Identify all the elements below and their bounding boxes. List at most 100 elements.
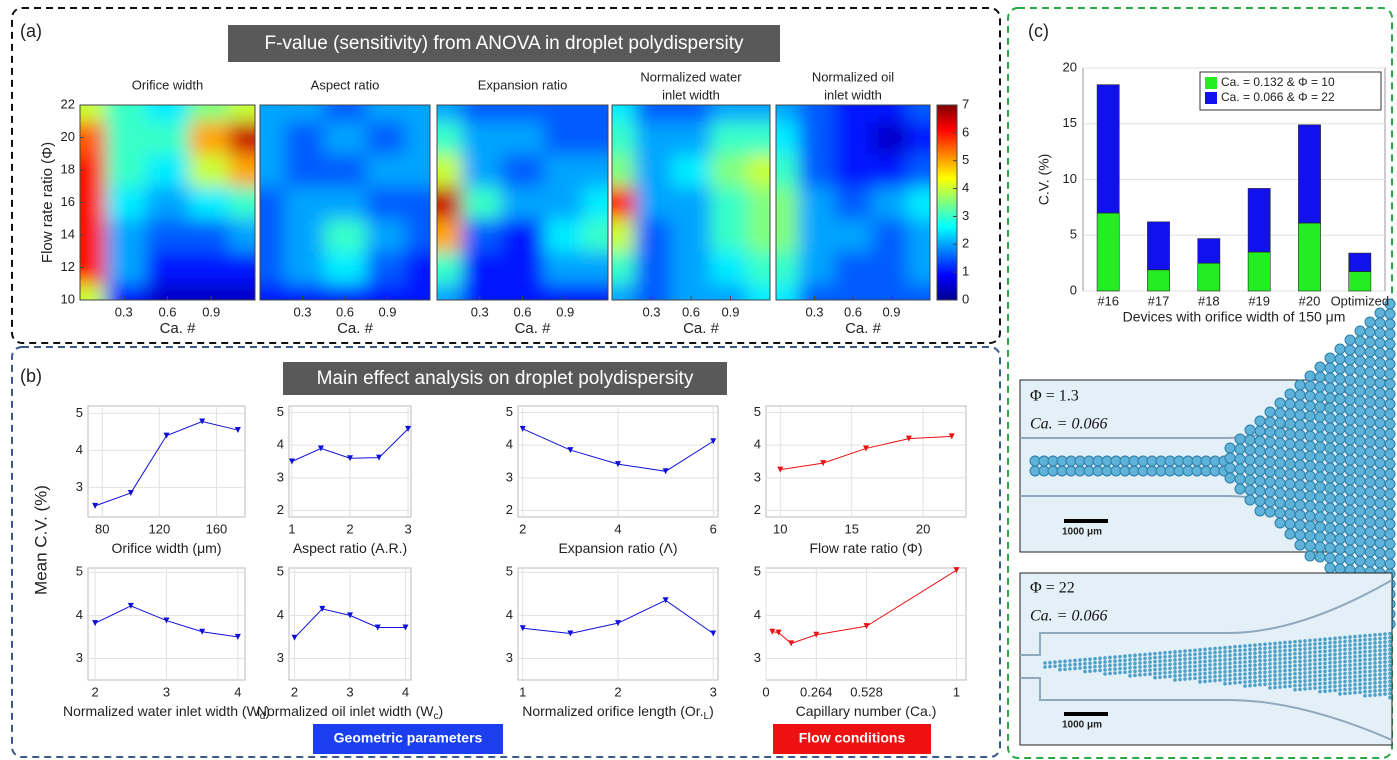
x-tick-label: 0.9 bbox=[378, 304, 396, 319]
heatmap-cell bbox=[366, 105, 406, 122]
bar bbox=[1147, 221, 1170, 271]
heatmap-cell bbox=[543, 218, 584, 252]
marker bbox=[317, 445, 324, 452]
button[interactable] bbox=[773, 724, 931, 754]
heatmap-cell bbox=[776, 251, 799, 285]
y-tick-label: 20 bbox=[1063, 59, 1077, 74]
button-label[interactable]: Flow conditions bbox=[799, 730, 906, 746]
colorbar-tick-label: 5 bbox=[962, 152, 969, 167]
x-tick-label: #16 bbox=[1097, 293, 1119, 308]
x-axis-label: Normalized water inlet width (Wd) bbox=[63, 703, 270, 722]
heatmap-cell bbox=[501, 153, 545, 187]
marker bbox=[905, 435, 912, 442]
bar bbox=[1298, 124, 1321, 224]
heatmap-cell bbox=[189, 186, 230, 220]
marker bbox=[199, 628, 206, 635]
heatmap-cell bbox=[189, 105, 230, 122]
heatmap-cell bbox=[635, 153, 672, 187]
panel-a-frame bbox=[11, 7, 1001, 344]
plot-title: inlet width bbox=[824, 87, 882, 102]
heatmap-cell bbox=[260, 105, 286, 122]
ca-label: Ca. = 0.066 bbox=[1030, 416, 1107, 433]
bar bbox=[1197, 262, 1221, 292]
y-tick-label: 3 bbox=[754, 650, 761, 665]
legend-swatch bbox=[1205, 77, 1217, 89]
x-tick-label: 0.264 bbox=[800, 684, 833, 699]
heatmap-cell bbox=[461, 186, 502, 220]
heatmap-cell bbox=[833, 121, 873, 155]
heatmap-cell bbox=[583, 251, 608, 285]
heatmap-cell bbox=[229, 251, 255, 285]
x-tick-label: #19 bbox=[1248, 293, 1270, 308]
plot-frame bbox=[765, 405, 967, 518]
bar bbox=[1348, 271, 1372, 292]
heatmap-cell bbox=[710, 121, 748, 155]
heatmap-cell bbox=[405, 218, 430, 252]
y-tick-label: 5 bbox=[506, 564, 513, 579]
heatmap-cell bbox=[405, 251, 430, 285]
x-tick-label: 0.6 bbox=[158, 304, 176, 319]
heatmap-cell bbox=[260, 283, 286, 300]
x-axis-label-part: Capillary number (Ca.) bbox=[796, 703, 937, 719]
button-label[interactable]: Geometric parameters bbox=[334, 730, 483, 746]
heatmap-cell bbox=[710, 186, 748, 220]
marker bbox=[519, 425, 526, 432]
x-tick-label: 0 bbox=[762, 684, 769, 699]
colorbar-tick-label: 7 bbox=[962, 96, 969, 111]
heatmap-cell bbox=[671, 251, 712, 285]
heatmap-cell bbox=[798, 218, 835, 252]
heatmap-cell bbox=[260, 153, 286, 187]
x-axis-label: Ca. # bbox=[337, 320, 374, 337]
heatmap-cell bbox=[323, 283, 367, 300]
x-tick-label: 0.6 bbox=[513, 304, 531, 319]
heatmap-cell bbox=[284, 283, 325, 300]
heatmap-cell bbox=[229, 105, 255, 122]
heatmap-cell bbox=[798, 186, 835, 220]
heatmap-cell bbox=[461, 218, 502, 252]
heatmap-cell bbox=[583, 218, 608, 252]
marker bbox=[402, 624, 409, 631]
heatmap-cell bbox=[746, 283, 770, 300]
marker bbox=[775, 629, 782, 636]
phi-label: Φ = 22 bbox=[1030, 580, 1075, 597]
heatmap-cell bbox=[189, 283, 230, 300]
y-tick-label: 3 bbox=[277, 650, 284, 665]
x-axis-label: Flow rate ratio (Φ) bbox=[809, 540, 922, 556]
heatmap-cell bbox=[229, 218, 255, 252]
header-box bbox=[283, 362, 727, 395]
y-tick-label: 16 bbox=[61, 194, 75, 209]
heatmap-cell bbox=[583, 153, 608, 187]
x-axis-label: Normalized orifice length (Or.L) bbox=[522, 703, 714, 722]
x-tick-label: Optimized bbox=[1331, 293, 1390, 308]
x-tick-label: 0.9 bbox=[882, 304, 900, 319]
marker bbox=[777, 466, 784, 473]
heatmap-cell bbox=[635, 186, 672, 220]
heatmap-cells bbox=[80, 105, 255, 300]
x-tick-label: #17 bbox=[1148, 293, 1170, 308]
heatmap-cell bbox=[612, 105, 636, 122]
heatmap-cell bbox=[583, 121, 608, 155]
y-tick-label: 3 bbox=[506, 650, 513, 665]
heatmap-cell bbox=[746, 218, 770, 252]
heatmap-cell bbox=[635, 105, 672, 122]
heatmap-cell bbox=[323, 218, 367, 252]
heatmap-cell bbox=[710, 105, 748, 122]
marker bbox=[127, 602, 134, 609]
marker bbox=[376, 454, 383, 461]
y-tick-label: 18 bbox=[61, 161, 75, 176]
x-axis-label: Ca. # bbox=[683, 320, 720, 337]
x-tick-label: 0.6 bbox=[682, 304, 700, 319]
x-axis-label-part: ) bbox=[709, 703, 714, 719]
heatmap-cell bbox=[105, 121, 147, 155]
x-tick-label: 4 bbox=[614, 521, 621, 536]
heatmap-cell bbox=[798, 105, 835, 122]
button[interactable] bbox=[313, 724, 503, 754]
x-tick-label: 0.9 bbox=[202, 304, 220, 319]
heatmap-cell bbox=[776, 153, 799, 187]
marker bbox=[948, 433, 955, 440]
heatmap-cell bbox=[437, 218, 463, 252]
x-tick-label: 3 bbox=[710, 684, 717, 699]
plot-title: Expansion ratio bbox=[478, 77, 568, 92]
x-axis-label: Orifice width (μm) bbox=[112, 540, 222, 556]
header: F-value (sensitivity) from ANOVA in drop… bbox=[264, 33, 744, 54]
